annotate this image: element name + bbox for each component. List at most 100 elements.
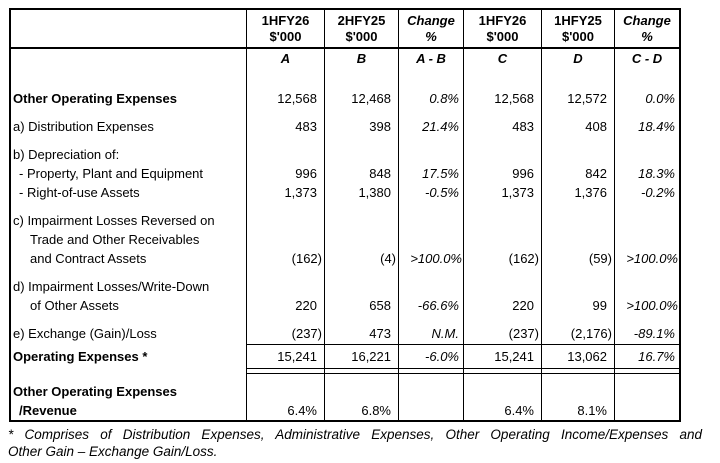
table-row-operating-expenses-total: Operating Expenses * 15,241 16,221 -6.0% 15,… <box>11 344 679 369</box>
cell-impairment-writedown-line1-a <box>247 269 325 297</box>
cell-impairment-writedown-line1-d <box>542 269 615 297</box>
cell-ooe-revenue-line1-c-d <box>615 374 679 402</box>
table-row-distribution-expenses: a) Distribution Expenses 483 398 21.4% 483 40… <box>11 109 679 137</box>
column-key-c-d: C - D <box>631 51 663 66</box>
table-row-impairment-writedown-line2: of Other Assets 220 658 -66.6% 220 99 >100.0% <box>11 297 679 316</box>
cell-property-plant-equipment-a-b: 17.5% <box>399 165 464 184</box>
cell-distribution-expenses-c-d: 18.4% <box>638 119 675 134</box>
cell-impairment-writedown-line1-c <box>464 269 542 297</box>
cell-distribution-expenses-b: 398 <box>325 109 399 137</box>
cell-property-plant-equipment-c-d: 18.3% <box>638 166 675 181</box>
cell-impairment-writedown-line2-b: 658 <box>325 297 399 316</box>
cell-ooe-revenue-line1-d <box>542 374 615 402</box>
cell-impairment-reversed-line2-a-b <box>399 231 464 250</box>
row-label-property-plant-equipment: - Property, Plant and Equipment <box>11 165 247 184</box>
column-period-label: 2HFY25 <box>337 12 386 28</box>
cell-right-of-use-assets-d: 1,376 <box>542 184 615 203</box>
column-period-label: Change <box>407 12 455 28</box>
table-row-right-of-use-assets: - Right-of-use Assets 1,373 1,380 -0.5% 1,37… <box>11 184 679 203</box>
cell-distribution-expenses-a-b: 21.4% <box>399 109 464 137</box>
cell-impairment-reversed-line1-d <box>542 203 615 231</box>
column-key-c: C <box>464 49 542 75</box>
row-label-impairment-reversed-line3: and Contract Assets <box>11 250 247 269</box>
footnote-line-2: Other Gain – Exchange Gain/Loss. <box>8 444 218 459</box>
cell-depreciation-of-a-b <box>399 137 464 165</box>
cell-depreciation-of-c-d <box>615 137 679 165</box>
cell-other-operating-expenses-c: 12,568 <box>464 75 542 109</box>
cell-ooe-revenue-line2-b: 6.8% <box>325 402 399 420</box>
cell-total-underline-spacer-b <box>325 369 399 374</box>
cell-impairment-reversed-line1-c-d <box>615 203 679 231</box>
cell-impairment-writedown-line1-a-b <box>399 269 464 297</box>
row-label-impairment-writedown-line2: of Other Assets <box>11 297 247 316</box>
cell-impairment-reversed-line2-b <box>325 231 399 250</box>
cell-operating-expenses-total-a: 15,241 <box>247 344 325 369</box>
cell-impairment-reversed-line3-a-b: >100.0% <box>399 250 464 269</box>
cell-impairment-reversed-line3-c-d: >100.0% <box>626 251 678 266</box>
table-row-ooe-revenue-line2: /Revenue 6.4% 6.8% 6.4% 8.1% <box>11 402 679 420</box>
row-label-operating-expenses-total: Operating Expenses * <box>11 344 247 369</box>
operating-expenses-table: 1HFY26 $'000 2HFY25 $'000 Change% 1HFY26 $'000… <box>9 8 681 422</box>
cell-impairment-writedown-line2-c: 220 <box>464 297 542 316</box>
cell-impairment-reversed-line2-a <box>247 231 325 250</box>
cell-operating-expenses-total-a-b: -6.0% <box>399 344 464 369</box>
table-footnote: * Comprises of Distribution Expenses, Ad… <box>8 426 702 460</box>
cell-right-of-use-assets-c: 1,373 <box>464 184 542 203</box>
cell-impairment-reversed-line3-d: (59) <box>542 250 615 269</box>
cell-depreciation-of-d <box>542 137 615 165</box>
cell-operating-expenses-total-c-d: 16.7% <box>615 344 679 369</box>
table-row-impairment-writedown-line1: d) Impairment Losses/Write-Down <box>11 269 679 297</box>
cell-exchange-gain-loss-d: (2,176) <box>542 316 615 344</box>
cell-other-operating-expenses-d: 12,572 <box>542 75 615 109</box>
table-row-other-operating-expenses: Other Operating Expenses 12,568 12,468 0.8%… <box>11 75 679 109</box>
cell-property-plant-equipment-d: 842 <box>542 165 615 184</box>
cell-impairment-reversed-line1-c <box>464 203 542 231</box>
cell-right-of-use-assets-c-d: -0.2% <box>641 185 675 200</box>
column-header-c: 1HFY26 $'000 <box>464 10 542 47</box>
cell-exchange-gain-loss-b: 473 <box>325 316 399 344</box>
row-label-distribution-expenses: a) Distribution Expenses <box>11 109 247 137</box>
cell-impairment-reversed-line2-d <box>542 231 615 250</box>
cell-other-operating-expenses-c-d: 0.0% <box>645 91 675 106</box>
cell-property-plant-equipment-b: 848 <box>325 165 399 184</box>
cell-impairment-writedown-line1-c-d <box>615 269 679 297</box>
column-header-a: 1HFY26 $'000 <box>247 10 325 47</box>
cell-depreciation-of-a <box>247 137 325 165</box>
cell-ooe-revenue-line2-a-b <box>399 402 464 420</box>
table-row-impairment-reversed-line3: and Contract Assets (162) (4) >100.0% (162)(… <box>11 250 679 269</box>
cell-total-underline-spacer-a <box>247 369 325 374</box>
row-label-impairment-reversed-line1: c) Impairment Losses Reversed on <box>11 203 247 231</box>
column-key-b: B <box>325 49 399 75</box>
cell-ooe-revenue-line1-c <box>464 374 542 402</box>
cell-property-plant-equipment-a: 996 <box>247 165 325 184</box>
table-row-impairment-reversed-line1: c) Impairment Losses Reversed on <box>11 203 679 231</box>
row-label-impairment-reversed-line2: Trade and Other Receivables <box>11 231 247 250</box>
table-row-total-underline-spacer <box>11 369 679 374</box>
cell-exchange-gain-loss-a: (237) <box>247 316 325 344</box>
cell-ooe-revenue-line1-b <box>325 374 399 402</box>
column-period-label: 1HFY26 <box>478 12 527 28</box>
cell-impairment-reversed-line3-b: (4) <box>325 250 399 269</box>
column-key-a: A <box>247 49 325 75</box>
footnote-line-1: * Comprises of Distribution Expenses, Ad… <box>8 427 702 442</box>
cell-impairment-reversed-line3-c: (162) <box>464 250 542 269</box>
cell-ooe-revenue-line2-c-d <box>615 402 679 420</box>
cell-exchange-gain-loss-c: (237) <box>464 316 542 344</box>
cell-property-plant-equipment-c: 996 <box>464 165 542 184</box>
column-unit-label: % <box>425 28 437 44</box>
cell-distribution-expenses-d: 408 <box>542 109 615 137</box>
column-unit-label: $'000 <box>345 28 378 44</box>
table-row-ooe-revenue-line1: Other Operating Expenses <box>11 374 679 402</box>
column-unit-label: $'000 <box>486 28 519 44</box>
column-unit-label: % <box>641 28 653 44</box>
cell-impairment-writedown-line2-a-b: -66.6% <box>399 297 464 316</box>
cell-impairment-reversed-line1-b <box>325 203 399 231</box>
column-unit-label: $'000 <box>269 28 302 44</box>
cell-ooe-revenue-line1-a-b <box>399 374 464 402</box>
cell-right-of-use-assets-a: 1,373 <box>247 184 325 203</box>
cell-total-underline-spacer-a-b <box>399 369 464 374</box>
cell-operating-expenses-total-b: 16,221 <box>325 344 399 369</box>
row-label-other-operating-expenses: Other Operating Expenses <box>11 75 247 109</box>
column-header-b: 2HFY25 $'000 <box>325 10 399 47</box>
row-label-total-underline-spacer <box>11 369 247 374</box>
